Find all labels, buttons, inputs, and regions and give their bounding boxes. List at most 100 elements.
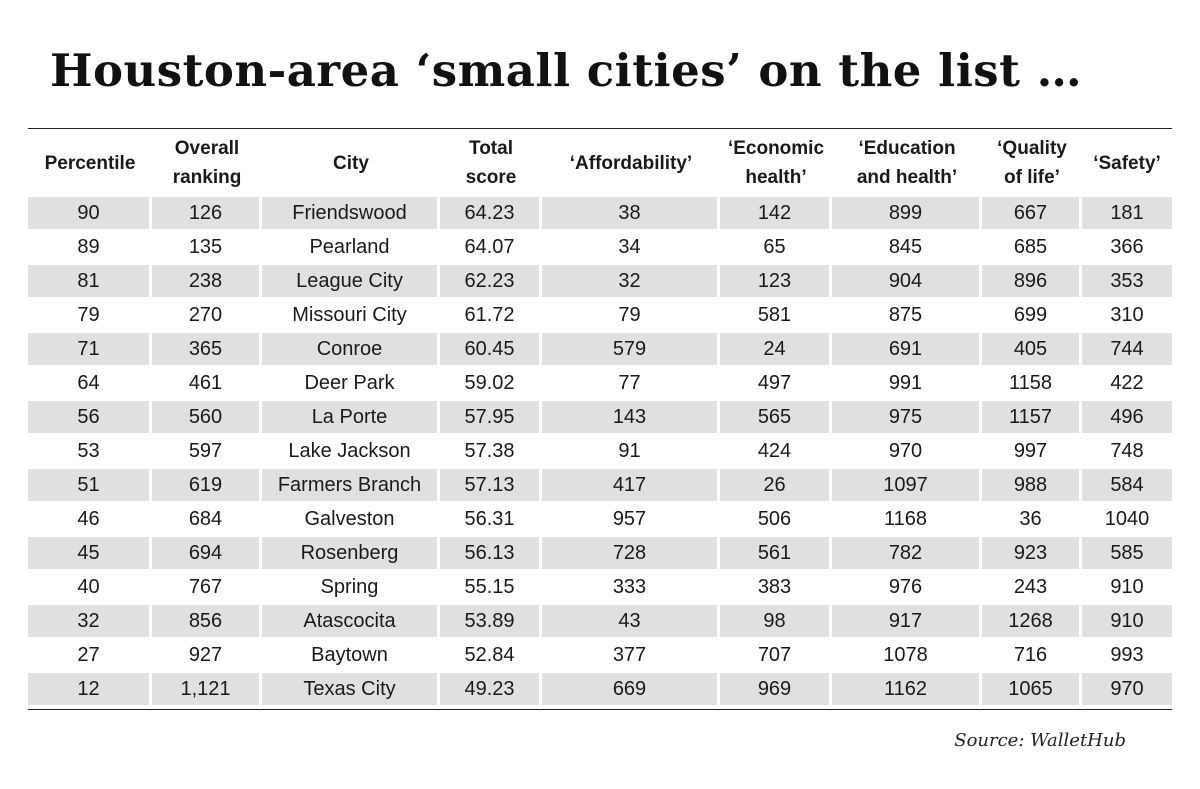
column-header: ‘Safety’ [1082, 131, 1172, 195]
table-cell: 27 [28, 639, 152, 671]
table-top-rule [28, 128, 1172, 129]
table-cell: 32 [542, 265, 720, 297]
table-cell: 52.84 [440, 639, 542, 671]
table-cell: Deer Park [262, 367, 440, 399]
table-cell: 417 [542, 469, 720, 501]
table-cell: 53.89 [440, 605, 542, 637]
table-cell: 56.31 [440, 503, 542, 535]
table-cell: 57.13 [440, 469, 542, 501]
column-header: ‘Education and health’ [832, 131, 982, 195]
table-cell: 684 [152, 503, 262, 535]
table-row: 71 365 Conroe 60.45 579 24 691 405 744 [28, 333, 1172, 365]
table-cell: 59.02 [440, 367, 542, 399]
table-cell: 366 [1082, 231, 1172, 263]
table-cell: Texas City [262, 673, 440, 705]
table-cell: 997 [982, 435, 1082, 467]
table-cell: 767 [152, 571, 262, 603]
table-cell: 243 [982, 571, 1082, 603]
table-cell: 669 [542, 673, 720, 705]
rankings-table: Percentile Overall ranking City Total score ‘A… [28, 129, 1172, 707]
table-cell: Rosenberg [262, 537, 440, 569]
table-cell: 560 [152, 401, 262, 433]
table-cell: 24 [720, 333, 832, 365]
table-cell: 667 [982, 197, 1082, 229]
column-header: Percentile [28, 131, 152, 195]
table-cell: 57.95 [440, 401, 542, 433]
table-row: 12 1,121 Texas City 49.23 669 969 1162 1065 970 [28, 673, 1172, 705]
table-cell: 12 [28, 673, 152, 705]
table-cell: 55.15 [440, 571, 542, 603]
table-cell: 581 [720, 299, 832, 331]
column-header: ‘Quality of life’ [982, 131, 1082, 195]
column-header-text: health’ [745, 167, 807, 188]
table-cell: 64.23 [440, 197, 542, 229]
table-row: 64 461 Deer Park 59.02 77 497 991 1158 422 [28, 367, 1172, 399]
table-cell: 957 [542, 503, 720, 535]
column-header-text: ‘Education [858, 138, 956, 159]
table-cell: 910 [1082, 605, 1172, 637]
table-cell: 904 [832, 265, 982, 297]
table-cell: 34 [542, 231, 720, 263]
table-cell: 142 [720, 197, 832, 229]
table-cell: 81 [28, 265, 152, 297]
table-cell: 64.07 [440, 231, 542, 263]
table-cell: 71 [28, 333, 152, 365]
table-cell: 62.23 [440, 265, 542, 297]
table-cell: Friendswood [262, 197, 440, 229]
table-row: 46 684 Galveston 56.31 957 506 1168 36 1040 [28, 503, 1172, 535]
table-cell: Farmers Branch [262, 469, 440, 501]
table-row: 89 135 Pearland 64.07 34 65 845 685 366 [28, 231, 1172, 263]
table-cell: 584 [1082, 469, 1172, 501]
table-cell: 899 [832, 197, 982, 229]
table-row: 53 597 Lake Jackson 57.38 91 424 970 997 748 [28, 435, 1172, 467]
table-row: 40 767 Spring 55.15 333 383 976 243 910 [28, 571, 1172, 603]
column-header-text: Total [469, 138, 513, 159]
table-cell: 98 [720, 605, 832, 637]
table-bottom-rule [28, 709, 1172, 710]
table-cell: 691 [832, 333, 982, 365]
table-cell: 748 [1082, 435, 1172, 467]
table-cell: 970 [1082, 673, 1172, 705]
table-cell: 707 [720, 639, 832, 671]
table-cell: 238 [152, 265, 262, 297]
table-cell: 123 [720, 265, 832, 297]
table-cell: 56.13 [440, 537, 542, 569]
table-cell: 77 [542, 367, 720, 399]
table-cell: 565 [720, 401, 832, 433]
table-cell: 53 [28, 435, 152, 467]
table-cell: 694 [152, 537, 262, 569]
table-cell: 1078 [832, 639, 982, 671]
table-row: 90 126 Friendswood 64.23 38 142 899 667 181 [28, 197, 1172, 229]
table-cell: 60.45 [440, 333, 542, 365]
table-cell: 32 [28, 605, 152, 637]
table-cell: 310 [1082, 299, 1172, 331]
table-cell: 619 [152, 469, 262, 501]
table-cell: 856 [152, 605, 262, 637]
table-cell: 875 [832, 299, 982, 331]
table-row: 81 238 League City 62.23 32 123 904 896 353 [28, 265, 1172, 297]
table-cell: 923 [982, 537, 1082, 569]
table-cell: 383 [720, 571, 832, 603]
table-cell: Missouri City [262, 299, 440, 331]
column-header-text: City [333, 152, 369, 174]
rankings-table-container: Percentile Overall ranking City Total score ‘A… [28, 128, 1172, 710]
table-cell: 64 [28, 367, 152, 399]
table-cell: League City [262, 265, 440, 297]
table-cell: 79 [28, 299, 152, 331]
table-cell: 91 [542, 435, 720, 467]
column-header-text: ‘Economic [727, 138, 825, 159]
table-cell: Conroe [262, 333, 440, 365]
table-cell: 89 [28, 231, 152, 263]
table-cell: Pearland [262, 231, 440, 263]
table-cell: 927 [152, 639, 262, 671]
table-cell: 896 [982, 265, 1082, 297]
table-cell: 57.38 [440, 435, 542, 467]
table-cell: 56 [28, 401, 152, 433]
column-header: Overall ranking [152, 131, 262, 195]
column-header: ‘Economic health’ [720, 131, 832, 195]
table-cell: La Porte [262, 401, 440, 433]
table-row: 51 619 Farmers Branch 57.13 417 26 1097 988 584 [28, 469, 1172, 501]
table-cell: 585 [1082, 537, 1172, 569]
table-cell: 716 [982, 639, 1082, 671]
table-cell: 497 [720, 367, 832, 399]
